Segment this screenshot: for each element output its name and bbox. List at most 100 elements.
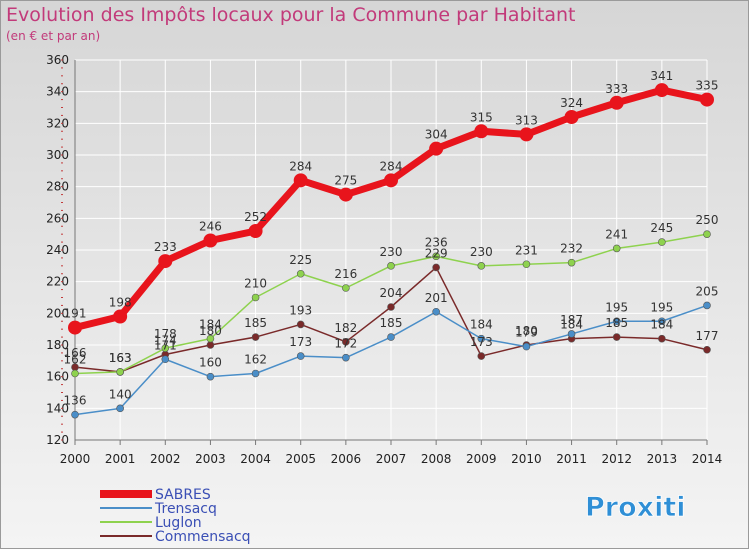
x-tick-label: 2010 [511,452,542,466]
data-label-commensacq: 180 [199,324,222,338]
data-point-trensacq [432,307,440,316]
data-point-luglon [206,334,215,343]
data-point-luglon [161,344,170,352]
data-label-sabres: 284 [380,159,403,173]
data-label-luglon: 230 [470,245,493,259]
data-label-commensacq: 204 [380,286,403,300]
data-label-commensacq: 184 [560,318,583,332]
data-label-trensacq: 179 [515,326,538,340]
data-label-luglon: 216 [334,267,357,281]
data-point-commensacq [387,303,395,311]
x-tick-label: 2011 [556,452,587,466]
data-point-trensacq [342,353,350,362]
data-point-sabres [609,95,624,110]
data-label-luglon: 250 [696,213,719,227]
proxiti-logo: Proxiti [585,492,686,524]
x-tick-label: 2000 [60,452,91,466]
data-point-luglon [116,368,124,376]
data-point-sabres [474,124,489,139]
data-point-sabres [338,187,353,202]
y-tick-label: 340 [46,85,69,99]
data-label-sabres: 313 [515,113,538,127]
data-label-luglon: 184 [199,318,222,332]
data-label-commensacq: 163 [109,351,132,365]
data-point-sabres [113,309,128,324]
data-label-trensacq: 195 [650,300,673,314]
x-tick-label: 2003 [195,452,226,466]
legend-label-luglon: Luglon [155,515,202,531]
data-point-sabres [519,127,534,142]
data-label-commensacq: 182 [334,321,357,335]
data-label-commensacq: 166 [64,346,87,360]
data-label-trensacq: 160 [199,356,222,370]
data-label-trensacq: 173 [289,335,312,349]
x-tick-label: 2005 [285,452,316,466]
data-label-sabres: 275 [334,174,357,188]
data-label-trensacq: 201 [425,291,448,305]
y-tick-label: 240 [46,243,69,257]
data-point-sabres [158,254,173,269]
data-label-sabres: 233 [154,240,177,254]
data-point-trensacq [658,317,666,326]
legend-label-commensacq: Commensacq [155,529,251,545]
data-point-trensacq [71,410,79,419]
data-label-commensacq: 177 [696,329,719,343]
data-label-trensacq: 195 [605,300,628,314]
y-tick-label: 160 [46,370,69,384]
data-point-trensacq [161,355,170,364]
data-label-trensacq: 162 [244,353,267,367]
data-label-luglon: 230 [380,245,403,259]
x-tick-label: 2001 [105,452,136,466]
data-point-trensacq [206,372,215,381]
x-tick-label: 2008 [421,452,452,466]
data-point-trensacq [116,404,124,413]
data-point-trensacq [612,317,621,326]
data-point-sabres [293,173,308,188]
data-point-commensacq [342,338,350,346]
data-label-sabres: 198 [109,296,132,310]
data-label-sabres: 252 [244,210,267,224]
y-tick-label: 360 [46,53,69,67]
data-point-commensacq [612,333,621,341]
data-point-luglon [432,252,440,261]
data-label-sabres: 304 [425,128,448,142]
y-tick-label: 200 [46,306,69,320]
data-point-commensacq [206,341,215,349]
x-tick-label: 2002 [150,452,181,466]
data-point-commensacq [432,263,440,272]
data-label-luglon: 236 [425,235,448,249]
data-point-sabres [68,320,82,335]
data-point-luglon [71,369,79,378]
y-tick-label: 260 [46,211,69,225]
data-label-luglon: 245 [650,221,673,235]
x-tick-label: 2004 [240,452,271,466]
data-point-commensacq [658,334,666,343]
data-point-trensacq [477,334,486,343]
data-point-commensacq [251,333,260,341]
data-point-sabres [654,83,669,98]
x-tick-label: 2012 [601,452,632,466]
data-label-trensacq: 136 [64,394,87,408]
legend-label-sabres: SABRES [155,487,211,503]
data-point-luglon [387,262,395,270]
data-label-sabres: 335 [696,79,719,93]
data-point-luglon [477,262,486,270]
y-tick-label: 300 [46,148,69,162]
y-tick-label: 320 [46,116,69,130]
data-label-sabres: 341 [650,69,673,83]
data-point-sabres [429,141,444,156]
data-point-luglon [703,230,711,238]
data-label-luglon: 163 [109,351,132,365]
data-label-luglon: 162 [64,353,87,367]
data-label-luglon: 241 [605,227,628,241]
data-point-luglon [612,244,621,253]
data-label-luglon: 231 [515,243,538,257]
data-point-commensacq [296,320,305,329]
data-point-sabres [384,173,398,188]
data-label-commensacq: 184 [650,318,673,332]
data-point-trensacq [251,369,260,378]
data-point-sabres [248,224,263,238]
data-label-commensacq: 174 [154,334,177,348]
data-point-luglon [567,258,576,267]
data-label-commensacq: 185 [244,316,267,330]
